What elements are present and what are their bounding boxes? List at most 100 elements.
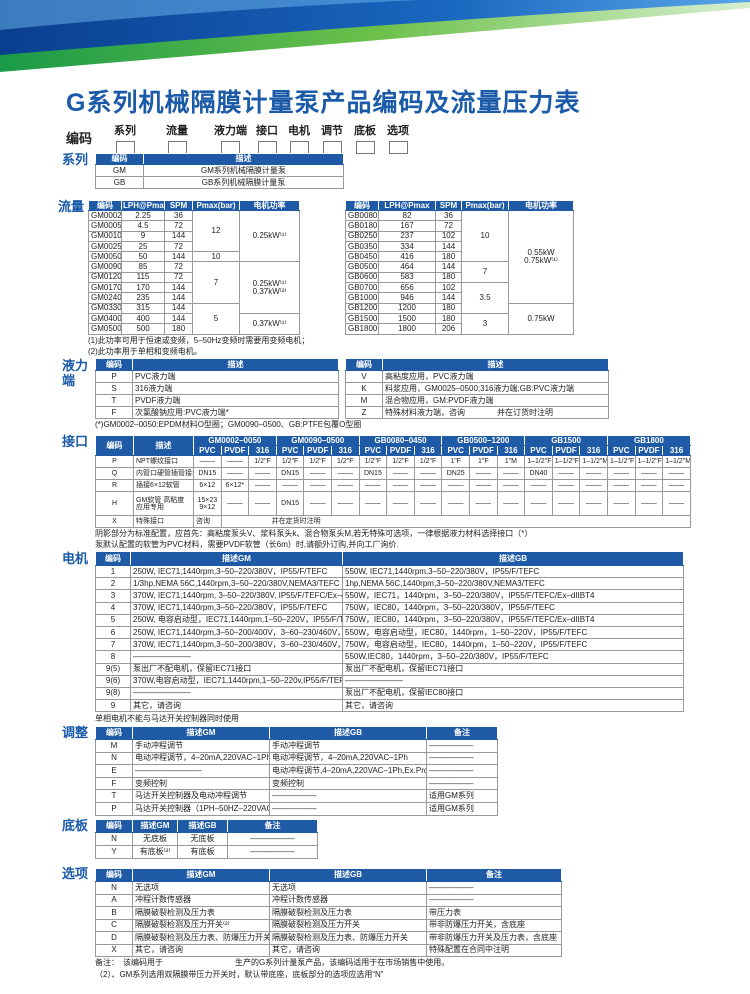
table-cell: ––––––––––––– — [130, 686, 343, 701]
table-cell: GM0002 — [88, 209, 122, 222]
table-cell: 1/2"F — [303, 455, 332, 468]
table-cell: 370W, IEC71,1440rpm,3–50–220/380V，IP55/F… — [130, 601, 343, 615]
table-cell: 1"F — [468, 455, 498, 468]
table-row: N 电动冲程调节，4–20mA,220VAC–1Ph 电动冲程调节，4–20mA,2… — [95, 751, 498, 766]
table-cell: 9 — [121, 230, 165, 242]
table-cell: –––– — [579, 467, 608, 480]
table-cell: 特殊材料液力端，咨询 并在订货时注明 — [382, 406, 609, 419]
table-cell: 1/2"F — [330, 455, 360, 468]
table-row: GM0500 500 180 — [88, 323, 300, 335]
table-cell: S — [95, 382, 133, 395]
table-cell: DN15 — [193, 467, 222, 480]
column-header: 编码 — [95, 819, 133, 833]
table-cell: –––– — [662, 479, 691, 492]
table-cell: –––– — [358, 479, 388, 492]
footer-note-2: （2）、GM系列选用双隔膜带压力开关时，默认带底座，底板部分的选项应选用“N” — [95, 970, 384, 979]
table-cell: –––– — [330, 491, 360, 516]
column-group-header: GB0080–0450 — [358, 435, 443, 446]
table-cell: 206 — [435, 323, 462, 335]
header-row: 编码 描述GM 描述GB 备注 — [95, 819, 318, 833]
table-cell: –––––––––– — [426, 881, 562, 895]
section-label-base: 底板 — [62, 818, 89, 833]
table-cell: R — [95, 479, 134, 492]
table-cell: Q — [95, 467, 134, 480]
table-cell: 144 — [435, 240, 462, 253]
table-cell: 144 — [164, 251, 193, 263]
table-row: P 马达开关控制器（1PH–50HZ–220VAC） –––––––––– 适用GM系… — [95, 801, 498, 816]
table-cell: 656 — [378, 282, 436, 294]
material-header: PVC — [275, 445, 305, 456]
code-label: 编码 — [66, 131, 93, 146]
column-header: 编码 — [95, 551, 131, 566]
table-cell: P — [95, 370, 133, 383]
column-header: Pmax(bar) — [192, 200, 240, 211]
table-cell: –––– — [441, 479, 470, 492]
code-box[interactable] — [355, 141, 375, 154]
table-row: GM0090 85 72 7 0.25kW⁽¹⁾ 0.37kW⁽²⁾ — [88, 261, 300, 314]
section-label-options: 选项 — [62, 866, 89, 881]
table-cell: 1–1/2"M — [662, 455, 691, 468]
table-cell: –––– — [634, 467, 664, 480]
table-cell: 5 — [95, 613, 131, 627]
table-cell: 无底板 — [177, 832, 228, 846]
code-field-label: 调节 — [321, 125, 343, 137]
table-cell: 10 — [461, 209, 509, 263]
code-field-port[interactable]: 接口 — [256, 122, 278, 154]
header-banner — [0, 0, 750, 72]
code-field-series[interactable]: 系列 — [114, 122, 136, 154]
table-cell: 马达开关控制器及电动冲程调节 — [132, 789, 270, 803]
table-cell: 102 — [435, 230, 462, 242]
column-header: 备注 — [227, 819, 318, 833]
table-cell: 4.5 — [121, 220, 165, 232]
table-cell: 235 — [121, 292, 165, 304]
table-cell: 高粘度应用，PVC液力端 — [382, 370, 609, 383]
table-cell: 36 — [435, 209, 462, 222]
column-header: 电机功率 — [239, 200, 300, 211]
series-table: 编码 描述 GM GM系列机械隔膜计量泵 GB GB系列机械隔膜计量泵 — [95, 153, 344, 189]
table-cell: 6×12 — [193, 479, 222, 492]
code-field-adjust[interactable]: 调节 — [321, 122, 343, 154]
table-cell: NPT螺纹接口 — [133, 455, 194, 468]
code-field-motor[interactable]: 电机 — [288, 122, 310, 154]
table-cell: –––– — [220, 491, 250, 516]
table-cell: –––––––––– — [227, 832, 318, 846]
table-cell: GM0400 — [88, 312, 122, 325]
table-cell: 冲程计数传感器 — [132, 893, 270, 907]
table-cell: Y — [95, 845, 133, 859]
table-cell: 2.25 — [121, 209, 165, 222]
table-cell: –––– — [496, 479, 526, 492]
table-cell: 适用GM系列 — [426, 801, 498, 816]
table-row: 7 370W, IEC71,1440rpm,3–50–200/380V，3–60–… — [95, 638, 684, 652]
table-cell: 手动冲程调节 — [132, 739, 270, 753]
table-cell: 464 — [378, 261, 436, 273]
table-cell: 10 — [192, 251, 240, 263]
table-cell: –––– — [551, 479, 581, 492]
table-row: S 316液力端 — [95, 382, 339, 395]
material-header: PVDF — [220, 445, 250, 456]
code-field-liquid-end[interactable]: 液力端 — [214, 122, 247, 154]
table-cell: 插接6×12软管 — [133, 479, 194, 492]
code-field-options[interactable]: 选项 — [387, 122, 409, 154]
table-cell: –––– — [303, 479, 332, 492]
column-header: 描述 — [143, 153, 344, 165]
table-row: F 变频控制 变频控制 –––––––––– — [95, 776, 498, 791]
flow-note-1: (1)此功率可用于恒速或变频，5–50Hz变频时需要用变频电机； — [88, 336, 310, 345]
table-cell: 4 — [95, 601, 131, 615]
table-cell: 3 — [95, 589, 131, 603]
ports-note-2: 泵默认配置的软管为PVC材料，需要PVDF软管（长6m）时,请额外订购,并向工厂… — [95, 540, 399, 549]
motor-table: 编码 描述GM 描述GB 1 250W, IEC71,1440rpm,3–50–220/… — [95, 551, 684, 713]
table-cell: 电动冲程调节,4–20mA,220VAC–1Ph,Ex.Proof — [269, 764, 427, 778]
column-header: LPH@Pmax — [121, 200, 165, 211]
code-field-base[interactable]: 底板 — [354, 122, 376, 154]
table-cell: 1800 — [378, 323, 436, 335]
code-box[interactable] — [388, 141, 408, 154]
table-cell: –––– — [386, 467, 415, 480]
material-header: PVC — [441, 445, 470, 456]
table-cell: 144 — [164, 292, 193, 304]
adjust-table: 编码 描述GM 描述GB 备注 M 手动冲程调节 手动冲程调节 –––––––––– N 电动冲程… — [95, 726, 498, 816]
table-cell: DN15 — [275, 491, 305, 516]
material-header: PVDF — [634, 445, 664, 456]
table-cell: 400 — [121, 312, 165, 325]
code-field-flow[interactable]: 流量 — [166, 122, 188, 154]
table-row: GB0080 82 36 10 0.55kW 0.75kW⁽¹⁾ — [345, 209, 574, 304]
